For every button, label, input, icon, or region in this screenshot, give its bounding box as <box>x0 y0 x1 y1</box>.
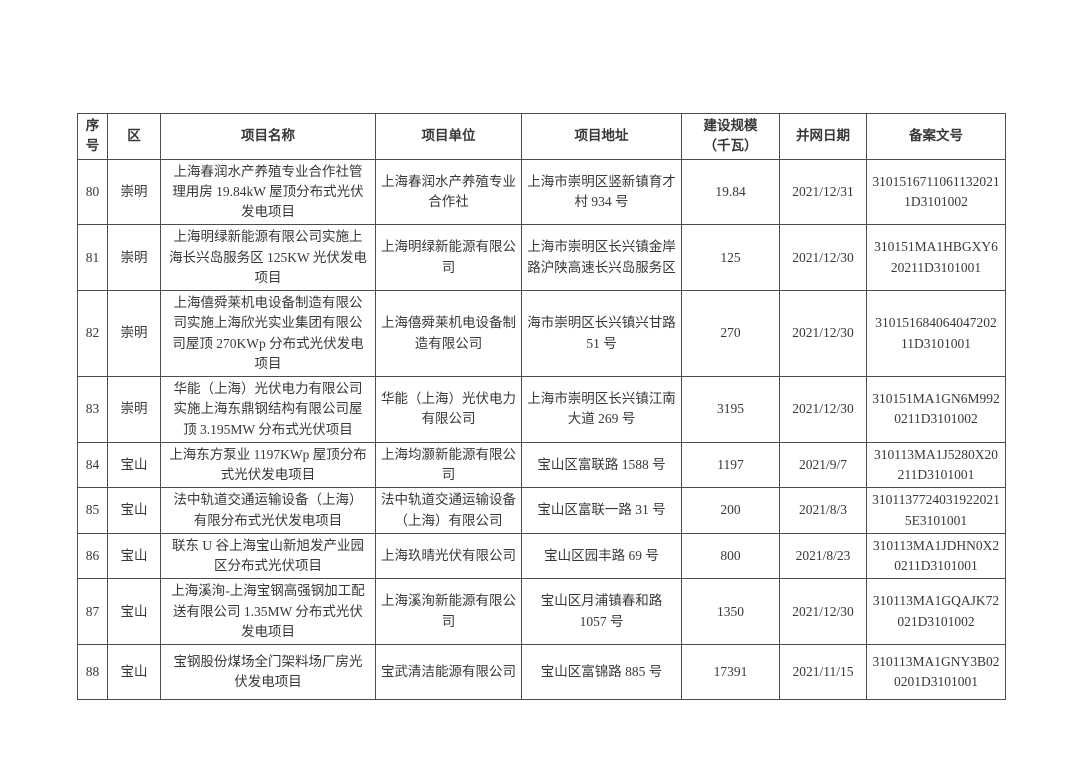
cell-project-unit: 上海明绿新能源有限公司 <box>375 224 522 291</box>
col-header-scale: 建设规模 （千瓦） <box>681 113 780 160</box>
cell-project-name: 上海僖舜莱机电设备制造有限公司实施上海欣光实业集团有限公司屋顶 270KWp 分… <box>160 290 376 377</box>
cell-project-name: 上海东方泵业 1197KWp 屋顶分布式光伏发电项目 <box>160 441 376 489</box>
col-header-project-address: 项目地址 <box>521 113 682 160</box>
cell-district: 宝山 <box>107 532 161 580</box>
cell-grid-date: 2021/9/7 <box>779 441 867 489</box>
cell-project-address: 上海市崇明区长兴镇江南大道 269 号 <box>521 376 682 443</box>
cell-grid-date: 2021/12/30 <box>779 290 867 377</box>
col-header-no: 序 号 <box>77 113 108 160</box>
cell-district: 崇明 <box>107 376 161 443</box>
cell-grid-date: 2021/8/3 <box>779 487 867 534</box>
cell-scale: 1197 <box>681 441 780 489</box>
col-header-project-name: 项目名称 <box>160 113 376 160</box>
cell-project-address: 宝山区月浦镇春和路 1057 号 <box>521 578 682 645</box>
cell-grid-date: 2021/8/23 <box>779 532 867 580</box>
col-header-filing-no: 备案文号 <box>866 113 1006 160</box>
cell-filing-no: 310113MA1J5280X20211D3101001 <box>866 441 1006 489</box>
col-header-project-unit: 项目单位 <box>375 113 522 160</box>
cell-project-address: 宝山区富锦路 885 号 <box>521 644 682 700</box>
cell-district: 崇明 <box>107 290 161 377</box>
cell-project-unit: 上海春润水产养殖专业合作社 <box>375 158 522 226</box>
cell-no: 87 <box>77 578 108 645</box>
col-header-grid-date: 并网日期 <box>779 113 867 160</box>
cell-no: 85 <box>77 487 108 534</box>
cell-scale: 19.84 <box>681 158 780 226</box>
cell-project-unit: 上海均灏新能源有限公司 <box>375 441 522 489</box>
cell-grid-date: 2021/12/30 <box>779 578 867 645</box>
cell-scale: 1350 <box>681 578 780 645</box>
table-row: 84 宝山 上海东方泵业 1197KWp 屋顶分布式光伏发电项目 上海均灏新能源… <box>77 441 1006 489</box>
cell-project-unit: 上海玖晴光伏有限公司 <box>375 532 522 580</box>
cell-scale: 270 <box>681 290 780 377</box>
cell-project-address: 上海市崇明区长兴镇金岸路沪陕高速长兴岛服务区 <box>521 224 682 291</box>
cell-scale: 800 <box>681 532 780 580</box>
cell-filing-no: 310113MA1GQAJK72021D3101002 <box>866 578 1006 645</box>
cell-scale: 200 <box>681 487 780 534</box>
cell-grid-date: 2021/11/15 <box>779 644 867 700</box>
table-row: 86 宝山 联东 U 谷上海宝山新旭发产业园区分布式光伏项目 上海玖晴光伏有限公… <box>77 532 1006 580</box>
header-row: 序 号 区 项目名称 项目单位 项目地址 建设规模 （千瓦） 并网日期 备案文号 <box>77 113 1006 160</box>
table-row: 88 宝山 宝钢股份煤场全门架料场厂房光伏发电项目 宝武清洁能源有限公司 宝山区… <box>77 644 1006 700</box>
cell-filing-no: 31015167110611320211D3101002 <box>866 158 1006 226</box>
col-header-district: 区 <box>107 113 161 160</box>
cell-project-name: 上海溪洵-上海宝钢高强钢加工配送有限公司 1.35MW 分布式光伏发电项目 <box>160 578 376 645</box>
cell-scale: 3195 <box>681 376 780 443</box>
cell-project-address: 宝山区富联一路 31 号 <box>521 487 682 534</box>
cell-project-name: 上海明绿新能源有限公司实施上海长兴岛服务区 125KW 光伏发电项目 <box>160 224 376 291</box>
cell-district: 宝山 <box>107 644 161 700</box>
cell-no: 81 <box>77 224 108 291</box>
cell-grid-date: 2021/12/30 <box>779 376 867 443</box>
table-row: 83 崇明 华能（上海）光伏电力有限公司实施上海东鼎钢结构有限公司屋顶 3.19… <box>77 376 1006 443</box>
cell-no: 83 <box>77 376 108 443</box>
cell-project-unit: 上海溪洵新能源有限公司 <box>375 578 522 645</box>
cell-no: 88 <box>77 644 108 700</box>
cell-project-name: 宝钢股份煤场全门架料场厂房光伏发电项目 <box>160 644 376 700</box>
cell-no: 82 <box>77 290 108 377</box>
cell-filing-no: 31015168406404720211D3101001 <box>866 290 1006 377</box>
cell-project-name: 华能（上海）光伏电力有限公司实施上海东鼎钢结构有限公司屋顶 3.195MW 分布… <box>160 376 376 443</box>
cell-project-unit: 法中轨道交通运输设备（上海）有限公司 <box>375 487 522 534</box>
table-row: 82 崇明 上海僖舜莱机电设备制造有限公司实施上海欣光实业集团有限公司屋顶 27… <box>77 290 1006 377</box>
cell-filing-no: 310151MA1GN6M9920211D3101002 <box>866 376 1006 443</box>
cell-filing-no: 310113MA1JDHN0X20211D3101001 <box>866 532 1006 580</box>
cell-district: 崇明 <box>107 224 161 291</box>
table-row: 85 宝山 法中轨道交通运输设备（上海）有限分布式光伏发电项目 法中轨道交通运输… <box>77 487 1006 534</box>
cell-district: 宝山 <box>107 441 161 489</box>
cell-project-unit: 上海僖舜莱机电设备制造有限公司 <box>375 290 522 377</box>
cell-no: 80 <box>77 158 108 226</box>
cell-project-unit: 宝武清洁能源有限公司 <box>375 644 522 700</box>
table-row: 80 崇明 上海春润水产养殖专业合作社管理用房 19.84kW 屋顶分布式光伏发… <box>77 158 1006 226</box>
cell-project-name: 法中轨道交通运输设备（上海）有限分布式光伏发电项目 <box>160 487 376 534</box>
cell-project-unit: 华能（上海）光伏电力有限公司 <box>375 376 522 443</box>
table-row: 87 宝山 上海溪洵-上海宝钢高强钢加工配送有限公司 1.35MW 分布式光伏发… <box>77 578 1006 645</box>
cell-district: 宝山 <box>107 578 161 645</box>
cell-scale: 125 <box>681 224 780 291</box>
cell-project-address: 宝山区园丰路 69 号 <box>521 532 682 580</box>
cell-district: 崇明 <box>107 158 161 226</box>
cell-district: 宝山 <box>107 487 161 534</box>
cell-filing-no: 310151MA1HBGXY620211D3101001 <box>866 224 1006 291</box>
cell-project-name: 上海春润水产养殖专业合作社管理用房 19.84kW 屋顶分布式光伏发电项目 <box>160 158 376 226</box>
cell-no: 84 <box>77 441 108 489</box>
cell-project-address: 海市崇明区长兴镇兴甘路 51 号 <box>521 290 682 377</box>
cell-grid-date: 2021/12/31 <box>779 158 867 226</box>
cell-project-name: 联东 U 谷上海宝山新旭发产业园区分布式光伏项目 <box>160 532 376 580</box>
cell-project-address: 宝山区富联路 1588 号 <box>521 441 682 489</box>
table-row: 81 崇明 上海明绿新能源有限公司实施上海长兴岛服务区 125KW 光伏发电项目… <box>77 224 1006 291</box>
cell-scale: 17391 <box>681 644 780 700</box>
cell-grid-date: 2021/12/30 <box>779 224 867 291</box>
cell-filing-no: 310113MA1GNY3B020201D3101001 <box>866 644 1006 700</box>
cell-project-address: 上海市崇明区竖新镇育才村 934 号 <box>521 158 682 226</box>
pv-projects-table: 序 号 区 项目名称 项目单位 项目地址 建设规模 （千瓦） 并网日期 备案文号… <box>77 113 1006 700</box>
cell-no: 86 <box>77 532 108 580</box>
cell-filing-no: 31011377240319220215E3101001 <box>866 487 1006 534</box>
